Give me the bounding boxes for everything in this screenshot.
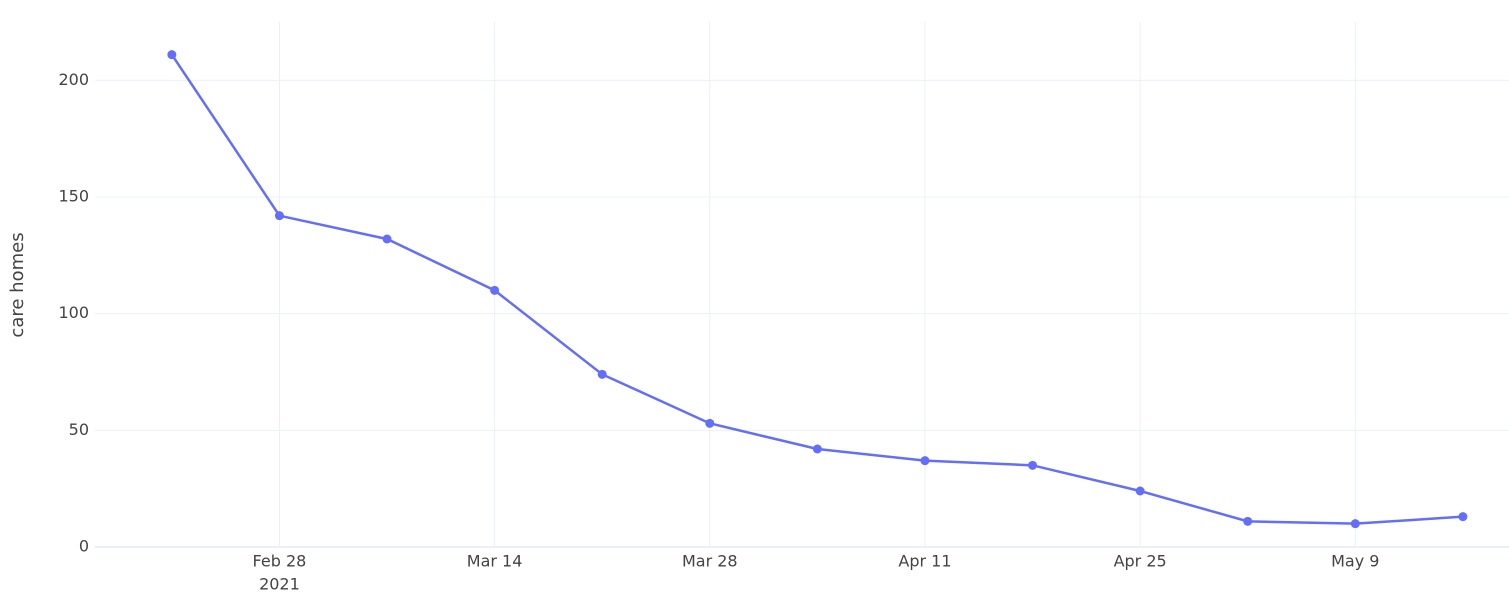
marker bbox=[597, 369, 607, 379]
marker bbox=[1028, 460, 1038, 470]
marker bbox=[1243, 516, 1253, 526]
marker bbox=[705, 418, 715, 428]
x-tick-year: 2021 bbox=[259, 575, 300, 594]
y-tick-label: 200 bbox=[58, 70, 89, 89]
y-tick-label: 100 bbox=[58, 303, 89, 322]
marker bbox=[812, 444, 822, 454]
marker bbox=[1458, 512, 1468, 522]
marker bbox=[1350, 519, 1360, 529]
x-tick-label: May 9 bbox=[1331, 552, 1379, 571]
y-tick-label: 150 bbox=[58, 187, 89, 206]
marker bbox=[167, 50, 177, 60]
y-axis-title: care homes bbox=[7, 232, 28, 337]
y-tick-label: 50 bbox=[69, 420, 89, 439]
x-tick-label: Mar 28 bbox=[682, 552, 738, 571]
marker bbox=[382, 234, 392, 244]
marker bbox=[274, 211, 284, 221]
x-tick-label: Feb 28 bbox=[253, 552, 307, 571]
x-tick-label: Apr 25 bbox=[1114, 552, 1167, 571]
marker bbox=[920, 456, 930, 466]
marker bbox=[490, 285, 500, 295]
y-tick-label: 0 bbox=[79, 537, 89, 556]
marker bbox=[1135, 486, 1145, 496]
x-tick-label: Apr 11 bbox=[898, 552, 951, 571]
x-tick-label: Mar 14 bbox=[467, 552, 523, 571]
